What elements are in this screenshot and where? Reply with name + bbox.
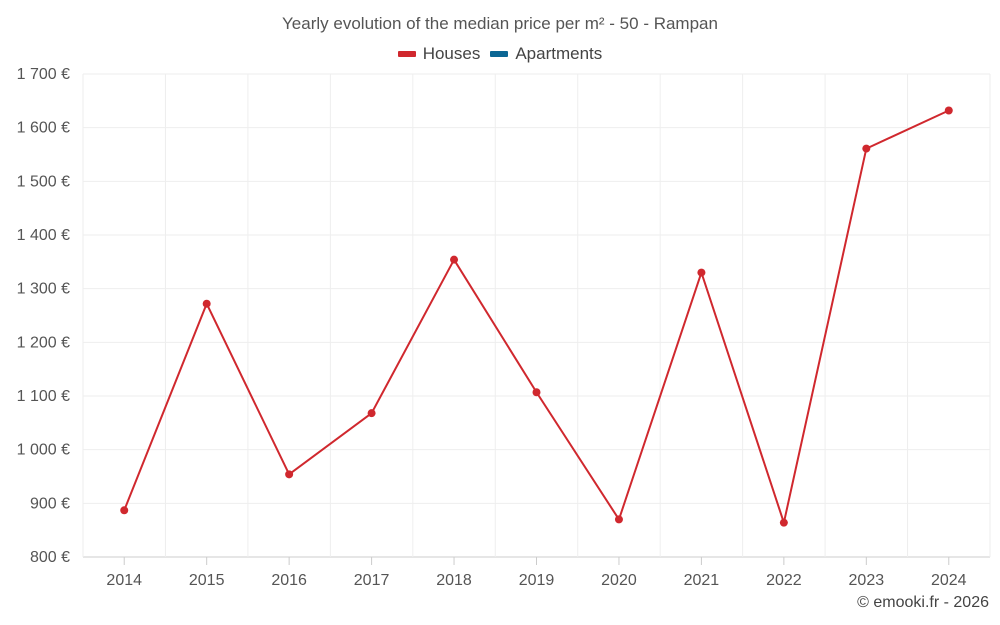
data-point-houses-2017: [367, 409, 376, 418]
data-point-houses-2018: [450, 255, 459, 264]
x-axis: 2014 2015 2016 2017 2018 2019 2020 2021 2022 2023…: [106, 557, 967, 589]
y-tick-label: 1 500 €: [17, 173, 70, 190]
data-point-houses-2019: [532, 388, 541, 397]
legend-swatch-apartments: [490, 51, 509, 57]
x-tick-label: 2023: [849, 572, 885, 589]
x-tick-label: 2017: [354, 572, 390, 589]
x-tick-label: 2020: [601, 572, 637, 589]
chart-series: [120, 106, 953, 527]
y-axis: 800 € 900 € 1 000 € 1 100 € 1 200 € 1 300 € 1 …: [17, 66, 70, 566]
x-tick-label: 2022: [766, 572, 802, 589]
data-point-houses-2021: [697, 268, 706, 277]
legend-item-houses[interactable]: Houses: [397, 44, 481, 64]
y-tick-label: 1 600 €: [17, 120, 70, 137]
x-tick-label: 2019: [519, 572, 555, 589]
y-tick-label: 1 400 €: [17, 227, 70, 244]
credit-text: © emooki.fr - 2026: [857, 594, 989, 611]
legend-label-houses: Houses: [422, 44, 481, 63]
x-tick-label: 2014: [106, 572, 142, 589]
data-point-houses-2016: [285, 470, 294, 479]
data-point-houses-2015: [202, 299, 211, 308]
x-tick-label: 2018: [436, 572, 472, 589]
y-tick-label: 1 000 €: [17, 442, 70, 459]
y-tick-label: 1 200 €: [17, 334, 70, 351]
y-tick-label: 1 300 €: [17, 281, 70, 298]
y-tick-label: 800 €: [30, 549, 70, 566]
chart-title: Yearly evolution of the median price per…: [282, 14, 718, 33]
data-point-houses-2014: [120, 506, 129, 515]
x-tick-label: 2024: [931, 572, 967, 589]
x-tick-label: 2021: [684, 572, 720, 589]
y-tick-label: 900 €: [30, 495, 70, 512]
data-point-houses-2024: [944, 106, 953, 115]
legend-swatch-houses: [397, 51, 416, 57]
data-point-houses-2023: [862, 144, 871, 153]
x-tick-label: 2016: [271, 572, 307, 589]
x-tick-label: 2015: [189, 572, 225, 589]
y-tick-label: 1 700 €: [17, 66, 70, 83]
data-point-houses-2020: [614, 515, 623, 524]
chart-legend: Houses Apartments: [0, 44, 1000, 64]
data-point-houses-2022: [779, 518, 788, 527]
chart-grid: [82, 73, 991, 558]
y-tick-label: 1 100 €: [17, 388, 70, 405]
legend-label-apartments: Apartments: [515, 44, 603, 63]
legend-item-apartments[interactable]: Apartments: [490, 44, 602, 64]
